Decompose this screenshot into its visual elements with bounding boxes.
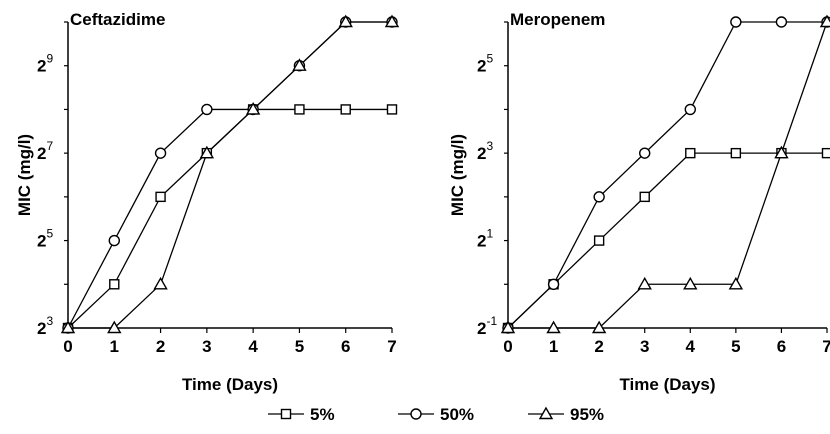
x-tick-label: 7 bbox=[387, 337, 396, 356]
y-tick-base: 2 bbox=[477, 144, 486, 163]
y-tick-exponent: 1 bbox=[486, 227, 493, 241]
data-point-circle bbox=[154, 147, 167, 159]
data-point-triangle bbox=[292, 58, 307, 71]
data-point-triangle bbox=[338, 14, 353, 28]
data-point-square bbox=[340, 104, 351, 115]
data-point-square bbox=[109, 279, 120, 290]
legend: 5% 50% 95% bbox=[268, 405, 604, 424]
x-tick-label: 3 bbox=[202, 337, 211, 356]
y-tick-label: 29 bbox=[37, 52, 53, 76]
series-line-square bbox=[67, 108, 392, 329]
panel-title: Meropenem bbox=[510, 10, 605, 29]
series-line-triangle bbox=[68, 21, 392, 329]
x-tick-label: 3 bbox=[640, 337, 649, 356]
data-point-square bbox=[593, 235, 605, 246]
data-point-circle bbox=[775, 16, 788, 28]
data-point-circle bbox=[639, 147, 651, 159]
data-point-square bbox=[386, 104, 398, 115]
series-line-square bbox=[507, 152, 827, 329]
y-tick-exponent: 5 bbox=[486, 52, 493, 66]
y-tick-base: 2 bbox=[37, 144, 46, 163]
series-line-triangle bbox=[508, 21, 828, 329]
x-tick-label: 6 bbox=[341, 337, 350, 356]
data-point-circle bbox=[108, 234, 120, 247]
x-tick-label: 0 bbox=[503, 337, 512, 356]
x-axis-title: Time (Days) bbox=[619, 375, 715, 394]
data-point-circle bbox=[547, 278, 560, 290]
y-tick-exponent: 7 bbox=[46, 139, 53, 153]
data-point-triangle bbox=[637, 276, 652, 290]
x-tick-label: 2 bbox=[594, 337, 603, 356]
data-point-triangle bbox=[500, 320, 516, 334]
y-axis-title: MIC (mg/l) bbox=[15, 134, 34, 216]
legend-marker-circle bbox=[410, 408, 422, 420]
series-line-circle bbox=[507, 21, 827, 329]
y-tick-label: 25 bbox=[477, 52, 493, 76]
y-tick-label: 25 bbox=[37, 227, 53, 251]
data-point-triangle bbox=[384, 14, 400, 28]
data-point-circle bbox=[593, 191, 605, 203]
y-axis-title: MIC (mg/l) bbox=[448, 134, 467, 216]
legend-label: 5% bbox=[310, 405, 335, 424]
legend-marker-triangle bbox=[538, 406, 554, 420]
y-tick-base: 2 bbox=[477, 319, 486, 338]
data-point-triangle bbox=[591, 320, 607, 334]
x-tick-label: 1 bbox=[110, 337, 119, 356]
data-point-triangle bbox=[60, 320, 76, 334]
y-tick-exponent: 9 bbox=[46, 52, 53, 66]
x-tick-label: 5 bbox=[731, 337, 740, 356]
data-point-triangle bbox=[153, 276, 168, 290]
x-tick-label: 4 bbox=[686, 337, 696, 356]
data-point-triangle bbox=[245, 102, 261, 115]
y-tick-base: 2 bbox=[477, 57, 486, 76]
y-tick-exponent: 3 bbox=[486, 139, 493, 153]
data-point-triangle bbox=[683, 276, 698, 290]
legend-marker-square bbox=[280, 408, 292, 420]
data-point-square bbox=[155, 191, 166, 203]
legend-label: 95% bbox=[570, 405, 604, 424]
data-point-square bbox=[730, 147, 742, 159]
data-point-triangle bbox=[199, 145, 215, 159]
y-tick-label: 27 bbox=[37, 139, 53, 163]
data-point-square bbox=[639, 191, 650, 203]
x-tick-label: 7 bbox=[822, 337, 830, 356]
x-axis-title: Time (Days) bbox=[182, 375, 278, 394]
y-tick-base: 2 bbox=[37, 232, 46, 251]
x-tick-label: 0 bbox=[63, 337, 72, 356]
data-point-square bbox=[821, 147, 830, 159]
y-tick-exponent: 3 bbox=[46, 314, 53, 328]
data-point-circle bbox=[201, 103, 213, 116]
data-point-square bbox=[294, 104, 305, 115]
y-tick-label: 23 bbox=[477, 139, 493, 163]
y-tick-base: 2 bbox=[477, 232, 486, 251]
x-tick-label: 6 bbox=[777, 337, 786, 356]
legend-label: 50% bbox=[440, 405, 474, 424]
data-point-triangle bbox=[107, 320, 122, 334]
data-point-circle bbox=[730, 16, 742, 28]
panel-title: Ceftazidime bbox=[70, 10, 165, 29]
y-tick-base: 2 bbox=[37, 57, 46, 76]
x-tick-label: 5 bbox=[295, 337, 304, 356]
x-tick-label: 4 bbox=[248, 337, 258, 356]
data-point-circle bbox=[684, 103, 696, 116]
x-tick-label: 1 bbox=[549, 337, 558, 356]
data-point-triangle bbox=[546, 320, 561, 334]
y-tick-label: 2-1 bbox=[477, 314, 497, 338]
data-point-triangle bbox=[728, 276, 744, 290]
y-tick-exponent: 5 bbox=[46, 227, 53, 241]
y-tick-label: 21 bbox=[477, 227, 493, 251]
data-point-square bbox=[685, 147, 696, 159]
data-point-triangle bbox=[819, 14, 830, 28]
x-tick-label: 2 bbox=[156, 337, 165, 356]
y-tick-base: 2 bbox=[37, 319, 46, 338]
data-point-triangle bbox=[774, 145, 789, 159]
y-tick-exponent: -1 bbox=[486, 314, 497, 328]
y-tick-label: 23 bbox=[37, 314, 53, 338]
